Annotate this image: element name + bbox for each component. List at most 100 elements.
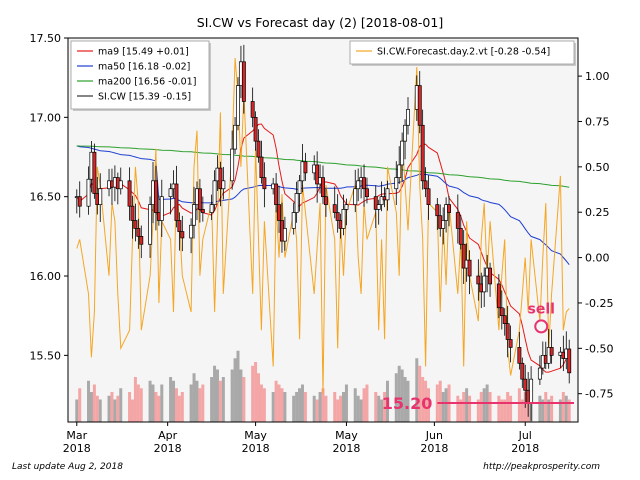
candle-body — [549, 347, 554, 356]
candle-body — [189, 224, 194, 239]
volume-bar — [479, 392, 483, 422]
candle-body — [344, 204, 349, 210]
volume-bar — [75, 399, 79, 422]
candle-body — [517, 347, 522, 364]
volume-bar — [547, 399, 551, 422]
volume-bar — [116, 395, 120, 422]
candle-body — [256, 140, 261, 158]
candle-body — [259, 156, 264, 178]
volume-bar — [394, 373, 398, 422]
volume-bar — [292, 395, 296, 422]
volume-bar — [87, 380, 91, 422]
legend-entry-label: ma50 [16.18 -0.02] — [98, 62, 190, 73]
volume-bar — [177, 395, 181, 422]
candle-body — [385, 188, 390, 201]
volume-bar — [359, 399, 363, 422]
candle-body — [467, 259, 472, 277]
candle-body — [233, 124, 238, 150]
legend-entry-label: SI.CW.Forecast.day.2.vt [-0.28 -0.54] — [377, 47, 550, 58]
volume-bar — [353, 388, 357, 422]
candle-body — [133, 220, 138, 229]
volume-bar — [561, 392, 565, 422]
volume-bar — [476, 399, 480, 422]
volume-bar — [242, 377, 246, 422]
volume-bar — [315, 399, 319, 422]
candle-body — [365, 188, 369, 198]
volume-bar — [550, 395, 554, 422]
volume-bar — [215, 369, 219, 422]
volume-bar — [318, 392, 322, 422]
candle-body — [356, 180, 361, 190]
volume-bar — [151, 384, 155, 422]
candle-body — [230, 148, 235, 182]
volume-bar — [303, 392, 307, 422]
candle-body — [77, 196, 82, 207]
volume-bar — [567, 399, 571, 422]
y-right-tick-label: -0.25 — [585, 297, 613, 310]
candle-body — [282, 228, 287, 242]
volume-bar — [418, 365, 422, 422]
candle-body — [241, 61, 246, 102]
y-right-tick-label: -0.75 — [585, 388, 613, 401]
source-link[interactable]: http://peakprosperity.com — [483, 462, 600, 472]
plot-frame — [67, 37, 579, 423]
volume-bar — [482, 388, 486, 422]
volume-bar — [154, 392, 158, 422]
volume-bar — [298, 388, 302, 422]
volume-bar — [262, 388, 266, 422]
candle-body — [529, 378, 534, 404]
volume-bar — [517, 388, 521, 422]
candle-body — [209, 204, 214, 213]
candle-body — [362, 177, 366, 190]
candle-body — [403, 124, 408, 142]
volume-bar — [239, 369, 243, 422]
volume-bar — [257, 373, 261, 422]
candle-body — [153, 180, 158, 213]
y-right-tick-label: 0.75 — [585, 115, 610, 128]
volume-bar — [78, 388, 82, 422]
x-tick-month-label: Jul — [518, 429, 532, 442]
candle-body — [253, 116, 258, 142]
legend-entry-label: SI.CW [15.39 -0.15] — [98, 92, 191, 103]
volume-bar — [344, 384, 348, 422]
volume-bar — [128, 392, 132, 422]
candle-body — [505, 323, 510, 340]
legend-box — [349, 40, 575, 65]
candle-body — [376, 204, 381, 210]
volume-bar — [506, 392, 510, 422]
y-left-tick-label: 16.50 — [30, 191, 62, 204]
volume-bar — [558, 399, 562, 422]
volume-bar — [221, 377, 225, 422]
candle-body — [174, 183, 179, 221]
volume-bar — [113, 399, 117, 422]
volume-bar — [300, 384, 304, 422]
candle-body — [291, 212, 296, 229]
volume-bar — [377, 395, 381, 422]
candle-body — [92, 151, 97, 194]
candle-body — [394, 177, 399, 190]
candle-body — [353, 188, 358, 205]
candle-body — [400, 140, 405, 166]
x-tick-month-label: Apr — [158, 429, 178, 442]
y-left-tick-label: 16.00 — [30, 270, 62, 283]
volume-bar — [356, 395, 360, 422]
candle-body — [323, 196, 328, 205]
x-tick-month-label: May — [244, 429, 267, 442]
volume-bar — [283, 392, 287, 422]
chart-title: SI.CW vs Forecast day (2) [2018-08-01] — [197, 15, 443, 30]
volume-bar — [169, 377, 173, 422]
ma200-line — [76, 145, 570, 188]
volume-bar — [277, 384, 281, 422]
volume-bar — [98, 399, 102, 422]
x-tick-month-label: Jun — [425, 429, 443, 442]
candle-body — [130, 205, 135, 221]
volume-bar — [541, 399, 545, 422]
volume-bar — [365, 384, 369, 422]
volume-bar — [174, 388, 178, 422]
volume-bar — [213, 365, 217, 422]
volume-bar — [564, 395, 568, 422]
candle-body — [136, 228, 141, 237]
x-tick-year-label: 2018 — [420, 442, 448, 455]
x-tick-year-label: 2018 — [63, 442, 91, 455]
volume-bar — [459, 399, 463, 422]
